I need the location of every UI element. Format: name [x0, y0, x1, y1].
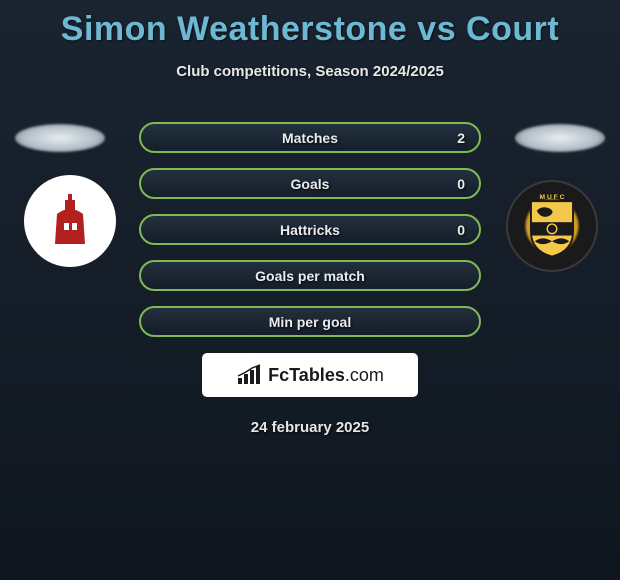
chart-icon: [236, 364, 264, 386]
stat-label: Goals per match: [255, 268, 365, 284]
site-logo-wrap: FcTables.com: [0, 353, 620, 397]
page-title: Simon Weatherstone vs Court: [0, 0, 620, 49]
stat-row-min-per-goal: Min per goal: [139, 306, 481, 337]
stat-label: Hattricks: [280, 222, 340, 238]
date-label: 24 february 2025: [0, 419, 620, 436]
stat-value-right: 2: [457, 130, 465, 146]
stat-value-right: 0: [457, 176, 465, 192]
site-logo[interactable]: FcTables.com: [202, 353, 418, 397]
svg-text:M U F C: M U F C: [540, 194, 565, 201]
stat-row-hattricks: Hattricks 0: [139, 214, 481, 245]
club-badge-right: M U F C: [506, 180, 598, 272]
player-halo-right: [515, 124, 605, 152]
stat-row-matches: Matches 2: [139, 122, 481, 153]
player-halo-left: [15, 124, 105, 152]
stat-value-right: 0: [457, 222, 465, 238]
club-badge-left: [24, 175, 116, 267]
stat-row-goals-per-match: Goals per match: [139, 260, 481, 291]
stat-row-goals: Goals 0: [139, 168, 481, 199]
stat-label: Goals: [291, 176, 330, 192]
crest-icon: M U F C: [508, 180, 596, 272]
site-name: FcTables.com: [268, 365, 384, 386]
stat-label: Matches: [282, 130, 338, 146]
lighthouse-icon: [35, 186, 105, 256]
subtitle: Club competitions, Season 2024/2025: [0, 63, 620, 80]
stat-label: Min per goal: [269, 314, 351, 330]
